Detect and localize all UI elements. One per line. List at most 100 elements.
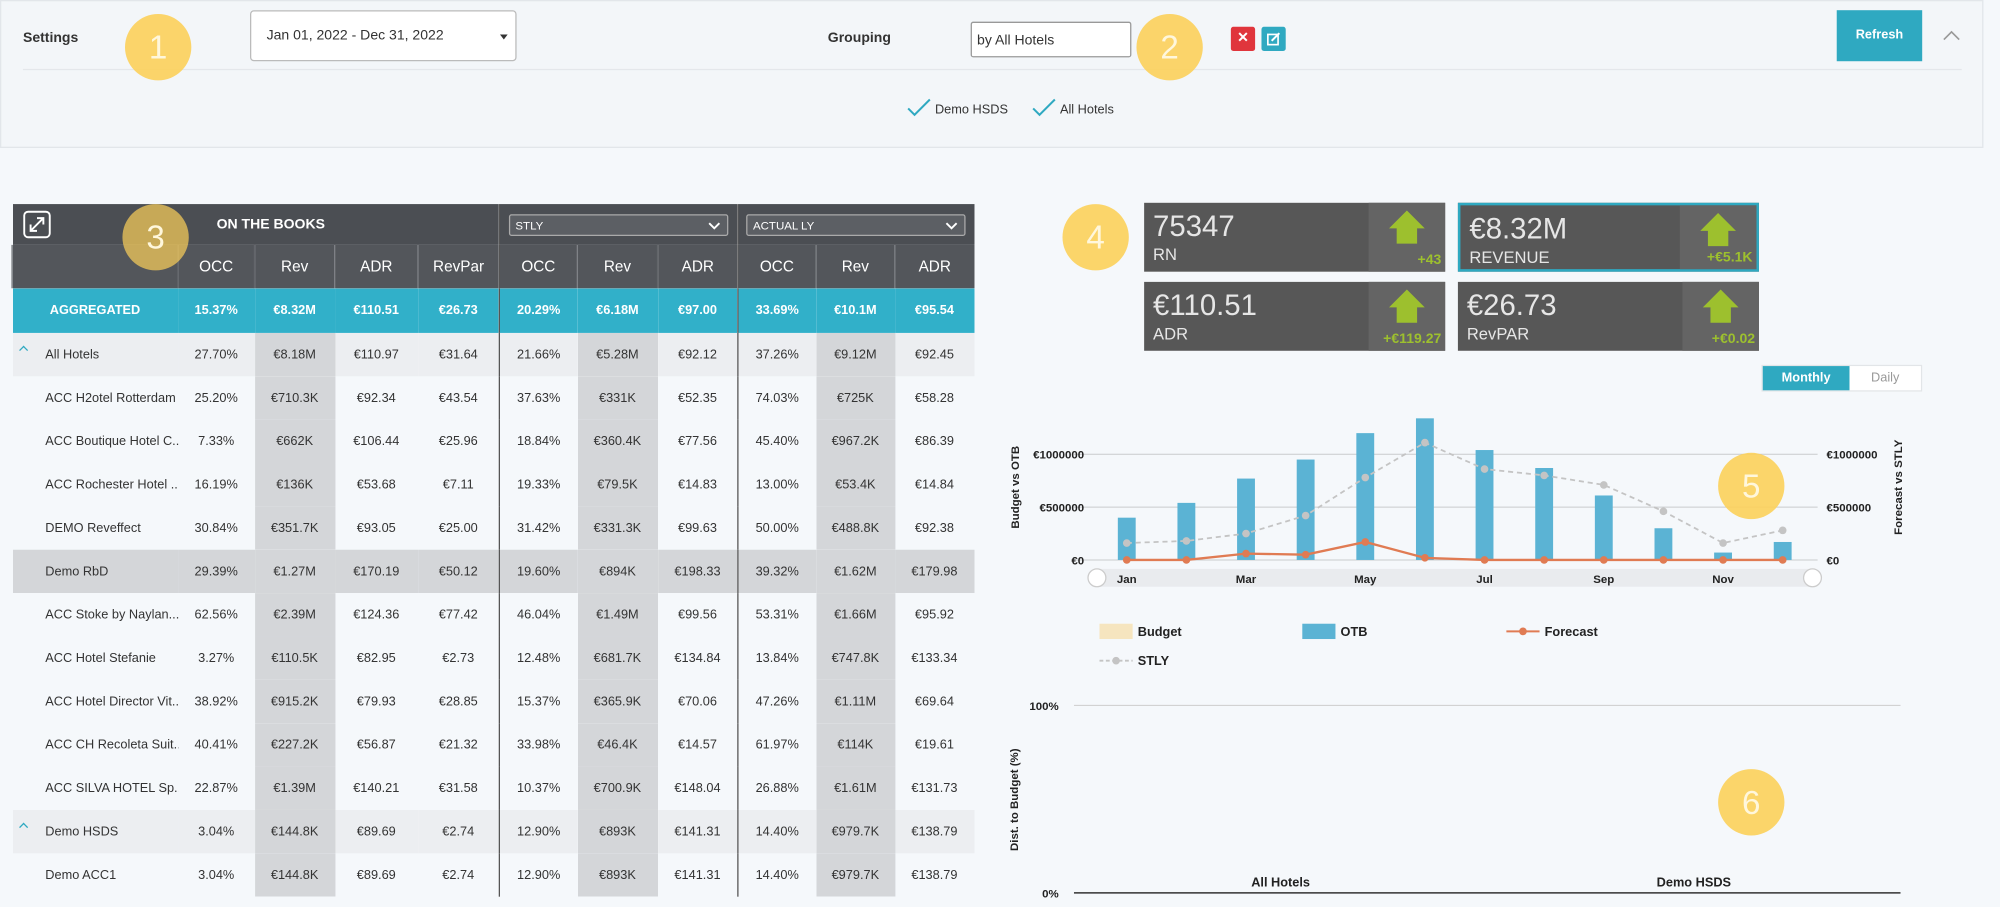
point: [1778, 556, 1787, 564]
cell: €2.73: [417, 636, 501, 680]
cell: €227.2K: [254, 723, 335, 767]
point: [1659, 507, 1668, 516]
cell: €26.73: [417, 288, 501, 333]
expand-caret[interactable]: [18, 345, 28, 355]
cell: €9.12M: [815, 332, 895, 377]
row-name: ACC Hotel Stefanie: [12, 636, 178, 680]
cell: €14.84: [894, 463, 974, 507]
x-tick-label: Nov: [1712, 574, 1734, 586]
y2-tick-label: €0: [1827, 555, 1840, 567]
annotation-badge: [1718, 769, 1785, 836]
date-range: Jan 01, 2022 - Dec 31, 2022: [266, 28, 444, 44]
column-header: ADR: [656, 244, 739, 289]
kpi-change-area: +€0.02: [1682, 281, 1759, 351]
cell: €979.7K: [815, 853, 895, 897]
expand-icon[interactable]: [22, 210, 51, 239]
cell: €138.79: [894, 853, 974, 897]
cell: €31.58: [417, 766, 501, 810]
cell: €179.98: [894, 549, 974, 594]
kpi-tile[interactable]: 75347 RN +43: [1144, 202, 1446, 272]
expand-caret[interactable]: [18, 822, 28, 832]
cell: €134.84: [657, 636, 739, 680]
cell: 12.90%: [499, 853, 578, 897]
legend-dot: [1519, 627, 1527, 636]
group-header-row: ON THE BOOKS STLY ACTUAL LY: [12, 204, 974, 245]
bar: [1773, 541, 1792, 560]
cell: €1.62M: [815, 549, 895, 594]
kpi-value: €110.51: [1153, 288, 1257, 322]
row-name: Demo HSDS: [12, 809, 178, 854]
table-row: ACC H2otel Rotterdam 25.20% €710.3K €92.34 €…: [12, 376, 974, 420]
kpi-tile[interactable]: €8.32M REVENUE +€5.1K: [1457, 202, 1759, 272]
cell: €893K: [577, 853, 658, 897]
cell: €92.12: [657, 332, 739, 377]
cell: 18.84%: [499, 419, 578, 464]
y-tick-label: €0: [1071, 555, 1084, 567]
kpi-value: 75347: [1153, 209, 1235, 243]
hotel-name: Demo HSDS: [45, 824, 119, 839]
cell: 15.37%: [499, 679, 578, 724]
column-header: OCC: [737, 244, 816, 289]
x-tick-label: Demo HSDS: [1657, 874, 1731, 889]
toggle-option[interactable]: Daily: [1871, 371, 1900, 386]
annotation-badge: [1718, 452, 1785, 520]
cell: €79.5K: [577, 463, 658, 507]
cell: 13.84%: [738, 636, 816, 680]
cell: 25.20%: [177, 376, 255, 420]
bar: [1177, 502, 1196, 560]
cell: €1.11M: [815, 679, 895, 724]
bar: [1237, 478, 1255, 560]
y-axis-title: Dist. to Budget (%): [1009, 748, 1021, 851]
cell: €365.9K: [577, 679, 658, 724]
cell: €95.54: [894, 288, 974, 333]
cell: €46.4K: [577, 723, 658, 767]
grouping-input[interactable]: by All Hotels: [970, 21, 1132, 58]
cell: €1.39M: [254, 766, 335, 810]
bar: [1475, 450, 1494, 560]
row-name: ACC H2otel Rotterdam: [12, 376, 178, 420]
up-arrow: [1700, 213, 1736, 247]
separator: [22, 68, 1962, 71]
compare-select[interactable]: STLY: [509, 213, 729, 236]
cell: €2.39M: [254, 593, 335, 637]
legend-swatch: [1099, 623, 1133, 640]
point: [1122, 556, 1131, 564]
clear-button[interactable]: ✕: [1230, 26, 1256, 52]
kpi-change-area: +€5.1K: [1679, 205, 1757, 270]
toggle-option[interactable]: Monthly: [1762, 366, 1850, 391]
icon-frame: [22, 210, 51, 239]
cell: 33.98%: [499, 723, 578, 767]
hotel-name: All Hotels: [45, 347, 100, 362]
cell: €77.42: [417, 593, 501, 637]
edit-button[interactable]: [1261, 26, 1286, 52]
kpi-change: +€119.27: [1383, 331, 1442, 347]
refresh-button[interactable]: Refresh: [1836, 10, 1923, 62]
cell: €1.27M: [254, 549, 335, 594]
compare-select[interactable]: ACTUAL LY: [746, 213, 966, 236]
cell: €10.1M: [815, 288, 895, 333]
hotel-name: DEMO Reveffect: [45, 521, 141, 536]
filter-label: All Hotels: [1059, 103, 1114, 118]
cell: €1.61M: [815, 766, 895, 810]
point: [1599, 481, 1608, 489]
table-row: DEMO Reveffect 30.84% €351.7K €93.05 €25.00 3…: [12, 506, 974, 550]
cell: €5.28M: [577, 332, 658, 377]
slider-handle: [1802, 568, 1823, 588]
grouping-value: by All Hotels: [977, 33, 1055, 49]
y2-tick-label: €500000: [1827, 503, 1872, 515]
up-arrow: [1389, 289, 1425, 323]
cell: 61.97%: [738, 723, 816, 767]
kpi-tile[interactable]: €110.51 ADR +€119.27: [1144, 281, 1446, 351]
date-picker[interactable]: Jan 01, 2022 - Dec 31, 2022: [249, 10, 517, 62]
collapse-chevron[interactable]: [1941, 28, 1961, 43]
check-mark: [1032, 98, 1056, 117]
kpi-value: €26.73: [1466, 288, 1557, 322]
cell: 53.31%: [738, 593, 816, 637]
legend-label: Forecast: [1545, 624, 1599, 639]
kpi-tile[interactable]: €26.73 RevPAR +€0.02: [1457, 281, 1759, 351]
cell: 33.69%: [738, 288, 816, 333]
cell: 50.00%: [738, 506, 816, 550]
grouping-label: Grouping: [827, 30, 891, 46]
cell: €92.34: [334, 376, 418, 420]
